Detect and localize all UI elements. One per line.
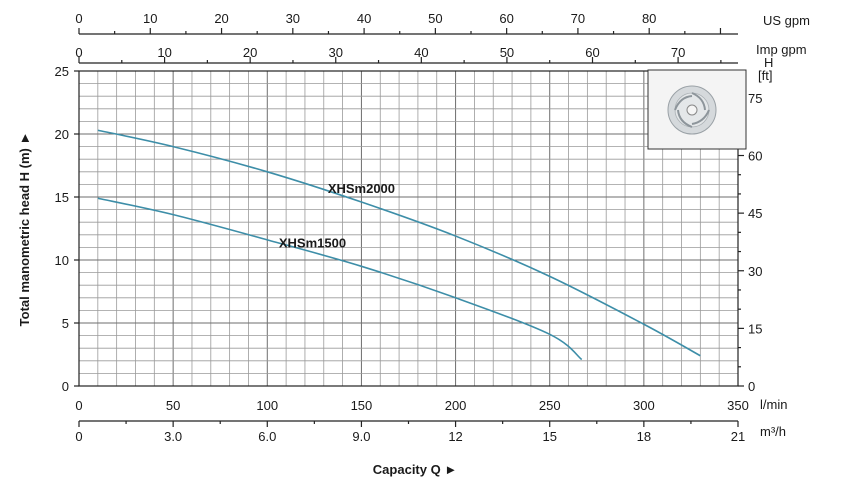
- impeller-image: [647, 69, 747, 150]
- imp-gpm-tick-label: 50: [500, 45, 514, 60]
- ft-tick-label: 15: [748, 321, 762, 336]
- x-tick-label: 0: [75, 398, 82, 413]
- grid-lines: [78, 70, 739, 387]
- y-tick-label: 20: [55, 127, 69, 142]
- imp-gpm-tick-label: 20: [243, 45, 257, 60]
- x-tick-label: 100: [256, 398, 278, 413]
- m3h-tick-label: 3.0: [164, 429, 182, 444]
- us-gpm-tick-label: 40: [357, 11, 371, 26]
- us-gpm-tick-label: 0: [75, 11, 82, 26]
- x-axis-label: Capacity Q ►: [373, 462, 457, 477]
- m3h-tick-label: 0: [75, 429, 82, 444]
- series-label-xhsm1500: XHSm1500: [279, 235, 346, 250]
- y-tick-label: 15: [55, 190, 69, 205]
- x-tick-label: 50: [166, 398, 180, 413]
- x-tick-label: 150: [351, 398, 373, 413]
- series-layer: XHSm2000 XHSm1500: [97, 129, 701, 361]
- series-line-xhsm2000: [97, 129, 701, 357]
- ft-unit-top: H: [764, 55, 773, 70]
- series-label-xhsm2000: XHSm2000: [328, 181, 395, 196]
- ft-tick-label: 45: [748, 206, 762, 221]
- imp-gpm-tick-label: 60: [585, 45, 599, 60]
- plot-frame: [78, 70, 739, 387]
- m3h-tick-label: 6.0: [258, 429, 276, 444]
- us-gpm-tick-label: 80: [642, 11, 656, 26]
- m3h-unit: m³/h: [760, 424, 786, 439]
- imp-gpm-tick-label: 0: [75, 45, 82, 60]
- y-tick-label: 5: [62, 316, 69, 331]
- imp-gpm-tick-label: 70: [671, 45, 685, 60]
- y-tick-label: 0: [62, 379, 69, 394]
- ft-tick-label: 30: [748, 264, 762, 279]
- x-tick-label: 350: [727, 398, 749, 413]
- m3h-tick-label: 9.0: [352, 429, 370, 444]
- series-line-xhsm1500: [97, 197, 583, 361]
- m3h-tick-label: 12: [448, 429, 462, 444]
- y-tick-label: 25: [55, 64, 69, 79]
- us-gpm-tick-label: 20: [214, 11, 228, 26]
- imp-gpm-unit: Imp gpm: [756, 42, 807, 57]
- imp-gpm-tick-label: 10: [157, 45, 171, 60]
- x-tick-label: 250: [539, 398, 561, 413]
- m3h-tick-label: 15: [542, 429, 556, 444]
- us-gpm-tick-label: 50: [428, 11, 442, 26]
- y-axis-label: Total manometric head H (m) ►: [17, 132, 32, 327]
- imp-gpm-tick-label: 40: [414, 45, 428, 60]
- us-gpm-tick-label: 60: [499, 11, 513, 26]
- lmin-unit: l/min: [760, 397, 787, 412]
- us-gpm-tick-label: 70: [571, 11, 585, 26]
- ft-tick-label: 0: [748, 379, 755, 394]
- us-gpm-tick-label: 30: [286, 11, 300, 26]
- us-gpm-tick-label: 10: [143, 11, 157, 26]
- ft-unit-bottom: [ft]: [758, 68, 772, 83]
- imp-gpm-tick-label: 30: [329, 45, 343, 60]
- m3h-tick-label: 21: [731, 429, 745, 444]
- x-tick-label: 200: [445, 398, 467, 413]
- ft-tick-label: 60: [748, 149, 762, 164]
- y-tick-label: 10: [55, 253, 69, 268]
- ft-tick-label: 75: [748, 91, 762, 106]
- x-tick-label: 300: [633, 398, 655, 413]
- us-gpm-unit: US gpm: [763, 13, 810, 28]
- m3h-tick-label: 18: [637, 429, 651, 444]
